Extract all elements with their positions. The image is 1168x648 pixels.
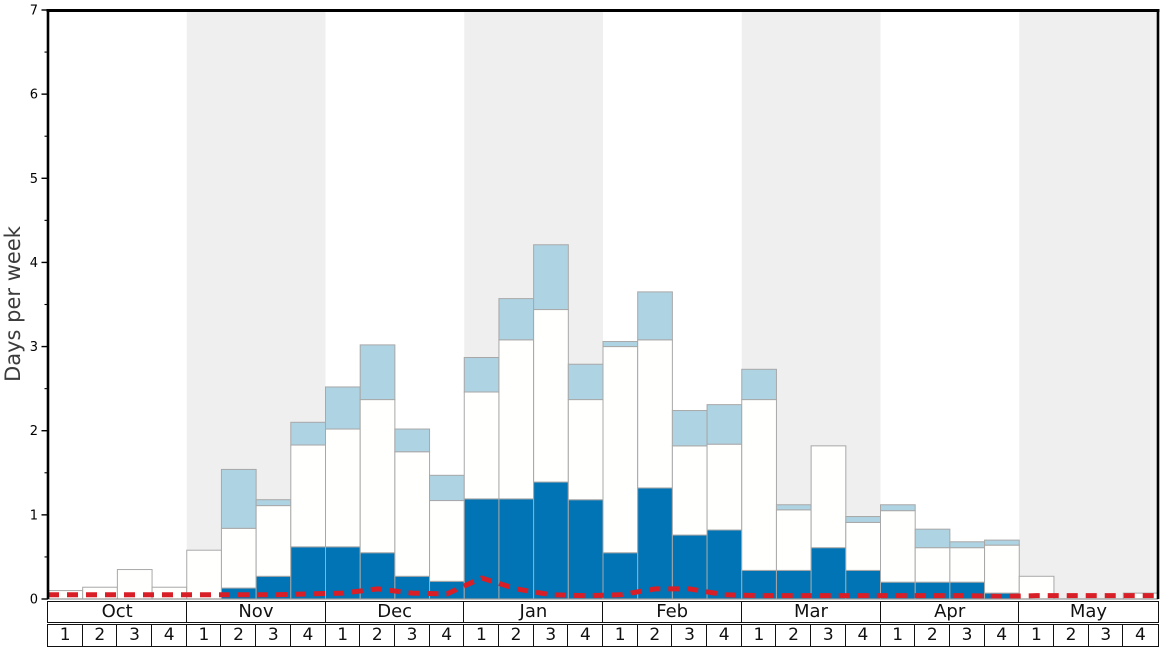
- bar-segment-snow-days: [810, 445, 847, 549]
- bar-segment-light-snow-days: [498, 298, 535, 341]
- bar-segment-snow-days: [186, 549, 222, 600]
- bar-segment-light-snow-days: [775, 504, 812, 511]
- bar-segment-snow-days: [602, 346, 639, 554]
- bar-segment-light-snow-days: [602, 341, 639, 348]
- bar-segment-light-snow-days: [255, 499, 292, 507]
- bar-segment-light-snow-days: [290, 421, 326, 446]
- y-tick-label-1: 1: [30, 508, 38, 523]
- y-tick-label-5: 5: [30, 172, 38, 187]
- month-band-apr: [880, 11, 1020, 599]
- y-tick-label-7: 7: [30, 4, 38, 19]
- bar-segment-light-snow-days: [429, 474, 465, 502]
- bar-segment-light-snow-days: [220, 468, 257, 529]
- rain-dashed-line-layer: [48, 575, 1158, 599]
- bar-segment-light-snow-days: [359, 344, 396, 401]
- y-tick-label-0: 0: [30, 593, 38, 608]
- bar-segment-snow-days: [567, 399, 604, 501]
- bar-segment-light-snow-days: [394, 428, 431, 453]
- bar-segment-heavy-snow-days: [810, 547, 847, 600]
- y-axis-label: Days per week: [1, 225, 25, 382]
- bar-segment-snow-days: [671, 445, 708, 536]
- bar-segment-snow-days: [533, 309, 569, 483]
- bar-segment-snow-days: [429, 500, 465, 582]
- bar-segment-snow-days: [220, 527, 257, 589]
- bar-segment-light-snow-days: [533, 244, 569, 311]
- bar-segment-snow-days: [255, 505, 292, 577]
- bar-segment-heavy-snow-days: [706, 529, 743, 600]
- bar-segment-heavy-snow-days: [567, 499, 604, 600]
- bar-segment-snow-days: [880, 510, 916, 583]
- bar-segment-snow-days: [359, 399, 396, 554]
- bar-segment-heavy-snow-days: [533, 481, 569, 600]
- stacked-bars-layer: [47, 244, 1159, 600]
- bar-segment-snow-days: [706, 443, 743, 531]
- bar-segment-heavy-snow-days: [637, 487, 673, 600]
- y-tick-label-3: 3: [30, 340, 38, 355]
- bar-segment-light-snow-days: [463, 357, 500, 393]
- bar-segment-snow-days: [845, 521, 881, 571]
- bar-segment-light-snow-days: [741, 368, 777, 401]
- bar-segment-snow-days: [741, 399, 777, 571]
- bar-segment-light-snow-days: [880, 504, 916, 512]
- bar-segment-light-snow-days: [949, 541, 986, 549]
- rain-dashed-line: [48, 575, 1158, 599]
- bar-segment-heavy-snow-days: [290, 546, 326, 600]
- bar-segment-snow-days: [775, 509, 812, 571]
- bar-segment-snow-days: [290, 444, 326, 548]
- bar-segment-snow-days: [949, 547, 986, 583]
- y-tick-label-4: 4: [30, 256, 38, 271]
- bar-segment-light-snow-days: [984, 539, 1020, 546]
- bar-segment-light-snow-days: [567, 363, 604, 401]
- month-band-may: [1019, 11, 1158, 599]
- month-band-oct: [48, 11, 187, 599]
- bar-segment-light-snow-days: [914, 528, 951, 549]
- bar-segment-snow-days: [914, 547, 951, 583]
- bar-segment-light-snow-days: [637, 291, 673, 341]
- bar-segment-snow-days: [463, 391, 500, 500]
- bar-segment-snow-days: [984, 544, 1020, 594]
- bar-segment-snow-days: [498, 339, 535, 500]
- axes-layer: 0 1 2 3 4 5 6 7: [30, 4, 1160, 608]
- bar-segment-snow-days: [325, 428, 361, 548]
- bar-segment-snow-days: [637, 339, 673, 489]
- bar-segment-light-snow-days: [706, 404, 743, 445]
- bar-segment-snow-days: [394, 451, 431, 577]
- y-tick-label-2: 2: [30, 424, 38, 439]
- bar-segment-light-snow-days: [671, 410, 708, 447]
- bar-segment-light-snow-days: [325, 386, 361, 430]
- bar-segment-light-snow-days: [845, 516, 881, 523]
- y-tick-label-6: 6: [30, 88, 38, 103]
